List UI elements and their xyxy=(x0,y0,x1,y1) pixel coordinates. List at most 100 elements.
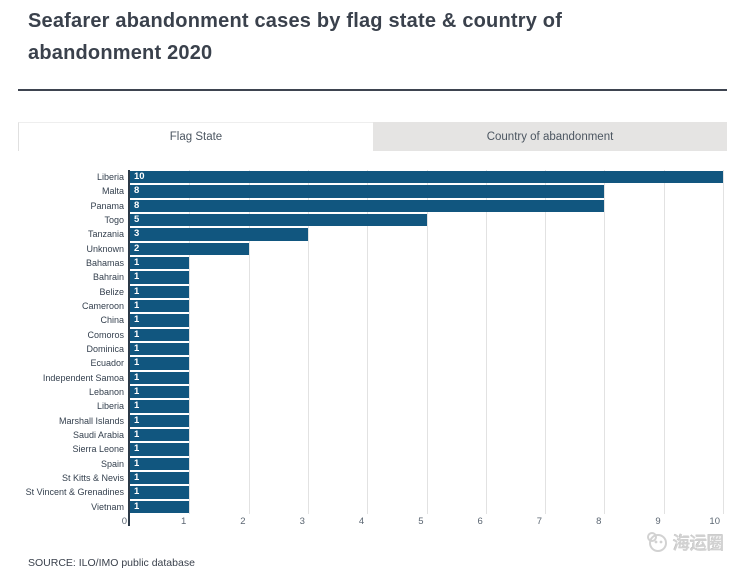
bar-value-label: 5 xyxy=(134,213,140,225)
category-label: St Vincent & Grenadines xyxy=(25,487,124,498)
bar-area: 1 xyxy=(130,485,723,499)
bar[interactable]: 1 xyxy=(130,471,190,485)
bar[interactable]: 1 xyxy=(130,371,190,384)
bar-value-label: 2 xyxy=(134,242,140,254)
bar[interactable]: 1 xyxy=(130,314,190,327)
tab-bar: Flag State Country of abandonment xyxy=(18,122,727,151)
page-title-line1: Seafarer abandonment cases by flag state… xyxy=(28,10,563,32)
bar[interactable]: 1 xyxy=(130,285,190,298)
bar[interactable]: 1 xyxy=(130,414,190,427)
bar-area: 1 xyxy=(130,428,723,442)
bar-area: 1 xyxy=(130,399,723,413)
x-axis-ticks: 0 1 2 3 4 5 6 7 8 9 10 xyxy=(122,516,723,530)
bar-row: Ecuador 1 xyxy=(18,356,723,370)
bar[interactable]: 1 xyxy=(130,256,190,270)
bar-row: St Vincent & Grenadines 1 xyxy=(18,485,723,499)
bar[interactable]: 1 xyxy=(130,428,190,442)
category-label: Tanzania xyxy=(87,229,124,240)
bar-row: Spain 1 xyxy=(18,457,723,471)
bar-value-label: 1 xyxy=(134,486,140,498)
watermark: 海运圈 xyxy=(645,529,724,554)
bar-row: Liberia 1 xyxy=(18,399,723,413)
gridline-x9 xyxy=(663,170,665,514)
bar-area: 8 xyxy=(130,199,723,213)
tab-country-of-abandonment[interactable]: Country of abandonment xyxy=(486,130,614,143)
bar[interactable]: 1 xyxy=(130,385,190,399)
bar-value-label: 1 xyxy=(134,256,140,268)
bar-area: 1 xyxy=(130,356,723,370)
bar-area: 1 xyxy=(130,270,723,284)
bar-row: China 1 xyxy=(18,313,723,327)
bar[interactable]: 1 xyxy=(130,328,190,341)
bar-row: Togo 5 xyxy=(18,213,723,227)
bar-row: Tanzania 3 xyxy=(18,227,723,241)
category-label: Ecuador xyxy=(90,358,124,369)
bar[interactable]: 10 xyxy=(130,170,723,184)
x-tick-label: 0 xyxy=(121,516,127,527)
category-label: Panama xyxy=(90,200,124,211)
gridline-x8 xyxy=(604,170,606,514)
bar-row: Belize 1 xyxy=(18,285,723,299)
bar-value-label: 10 xyxy=(134,170,145,182)
bar-value-label: 1 xyxy=(134,328,140,340)
bar-row: Lebanon 1 xyxy=(18,385,723,399)
bar-area: 1 xyxy=(130,471,723,485)
bar-area: 1 xyxy=(130,371,723,385)
bar[interactable]: 2 xyxy=(130,242,249,255)
category-label: Dominica xyxy=(86,344,124,355)
category-label: Liberia xyxy=(96,401,124,412)
bar[interactable]: 1 xyxy=(130,457,190,470)
bar-area: 1 xyxy=(130,328,723,342)
bar-value-label: 1 xyxy=(134,285,140,297)
bar-area: 1 xyxy=(130,313,723,327)
watermark-logo-icon xyxy=(645,531,669,553)
bar[interactable]: 3 xyxy=(130,228,308,241)
chart-rows: Liberia 10 Malta 8 Panama 8 Togo 5 Tanzania 3 Unkn… xyxy=(18,170,723,514)
bar-area: 1 xyxy=(130,442,723,456)
bar[interactable]: 8 xyxy=(130,199,605,213)
bar-row: Independent Samoa 1 xyxy=(18,371,723,385)
category-label: Marshall Islands xyxy=(58,415,124,426)
chart-gridlines xyxy=(130,170,724,514)
category-label: Malta xyxy=(101,186,124,197)
category-label: Togo xyxy=(104,215,124,226)
bar-area: 8 xyxy=(130,184,723,198)
bar[interactable]: 1 xyxy=(130,443,190,456)
category-label: Independent Samoa xyxy=(42,372,124,383)
page-title: Seafarer abandonment cases by flag state… xyxy=(28,5,718,69)
bar[interactable]: 1 xyxy=(130,357,190,370)
x-tick-label: 8 xyxy=(596,516,602,527)
gridline-x6 xyxy=(485,170,487,514)
gridline-x1 xyxy=(189,170,191,514)
x-tick-label: 2 xyxy=(240,516,246,527)
bar[interactable]: 1 xyxy=(130,271,190,284)
bar[interactable]: 5 xyxy=(130,213,427,227)
bar-value-label: 1 xyxy=(134,314,140,326)
bar[interactable]: 1 xyxy=(130,500,190,513)
gridline-x2 xyxy=(248,170,250,514)
bar-row: Dominica 1 xyxy=(18,342,723,356)
x-tick-label: 5 xyxy=(418,516,424,527)
x-tick-label: 6 xyxy=(477,516,483,527)
bar-row: Cameroon 1 xyxy=(18,299,723,313)
bar-value-label: 1 xyxy=(134,500,140,512)
gridline-x7 xyxy=(545,170,547,514)
bar-value-label: 1 xyxy=(134,428,140,440)
bar[interactable]: 1 xyxy=(130,342,190,356)
bar-value-label: 1 xyxy=(134,271,140,283)
bar-row: Sierra Leone 1 xyxy=(18,442,723,456)
bar[interactable]: 1 xyxy=(130,486,190,499)
bar[interactable]: 8 xyxy=(130,185,605,198)
category-label: Bahamas xyxy=(85,258,124,269)
tab-flag-state[interactable]: Flag State xyxy=(18,122,373,151)
bar[interactable]: 1 xyxy=(130,299,190,313)
bar-area: 5 xyxy=(130,213,723,227)
bar[interactable]: 1 xyxy=(130,400,190,413)
bar-chart: Liberia 10 Malta 8 Panama 8 Togo 5 Tanzania 3 Unkn… xyxy=(18,170,727,530)
category-label: Comoros xyxy=(87,329,124,340)
bar-value-label: 1 xyxy=(134,471,140,483)
bar-row: Comoros 1 xyxy=(18,328,723,342)
x-tick-label: 7 xyxy=(536,516,543,527)
gridline-x3 xyxy=(307,170,309,514)
